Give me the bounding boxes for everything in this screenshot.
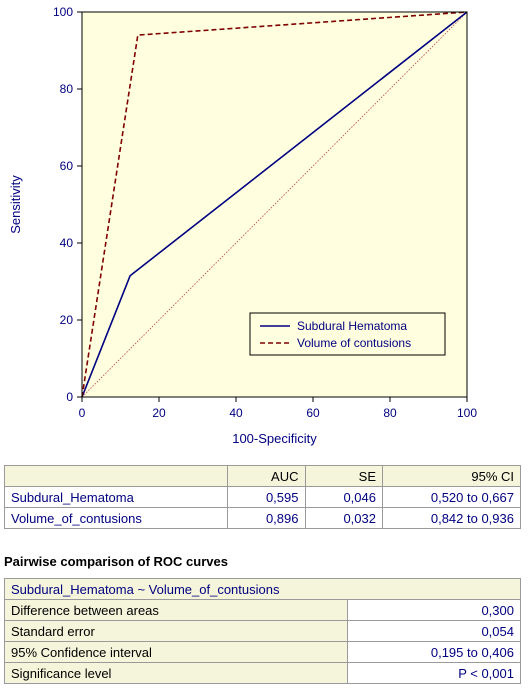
y-tick-label: 20 bbox=[60, 313, 74, 327]
x-tick-label: 60 bbox=[306, 406, 320, 420]
table-row: Significance level P < 0,001 bbox=[4, 662, 521, 684]
row-value: 0,195 to 0,406 bbox=[347, 641, 521, 663]
table-row: Difference between areas 0,300 bbox=[4, 599, 521, 621]
col-header-auc: AUC bbox=[227, 465, 306, 487]
y-tick-label: 80 bbox=[60, 82, 74, 96]
auc-value: 0,896 bbox=[227, 507, 306, 529]
plot-frame bbox=[81, 11, 468, 398]
y-tick-label: 0 bbox=[66, 390, 73, 404]
row-label: Standard error bbox=[4, 620, 348, 642]
row-value: 0,300 bbox=[347, 599, 521, 621]
legend-label-subdural: Subdural Hematoma bbox=[297, 319, 407, 333]
row-label: Difference between areas bbox=[4, 599, 348, 621]
y-axis-title: Sensitivity bbox=[8, 175, 23, 234]
row-value: P < 0,001 bbox=[347, 662, 521, 684]
legend-box bbox=[249, 312, 446, 356]
col-header-ci: 95% CI bbox=[382, 465, 521, 487]
series-line-volume-of-contusions bbox=[81, 11, 468, 398]
roc-chart: 0 20 40 60 80 100 0 20 40 60 80 100 100-Specificity… bbox=[8, 5, 477, 446]
auc-value: 0,595 bbox=[227, 486, 306, 508]
row-value: 0,054 bbox=[347, 620, 521, 642]
table-row: 95% Confidence interval 0,195 to 0,406 bbox=[4, 641, 521, 663]
pairwise-table: Subdural_Hematoma ~ Volume_of_contusions… bbox=[4, 578, 521, 684]
row-label: 95% Confidence interval bbox=[4, 641, 348, 663]
col-header-se: SE bbox=[304, 465, 383, 487]
ci-value: 0,520 to 0,667 bbox=[382, 486, 521, 508]
pairwise-comparison-label: Subdural_Hematoma ~ Volume_of_contusions bbox=[4, 578, 521, 600]
row-label: Subdural_Hematoma bbox=[4, 486, 228, 508]
reference-diagonal-line bbox=[81, 11, 468, 398]
x-axis-title: 100-Specificity bbox=[232, 431, 317, 446]
table-row: Subdural_Hematoma 0,595 0,046 0,520 to 0… bbox=[4, 486, 521, 508]
auc-table: AUC SE 95% CI Subdural_Hematoma 0,595 0,… bbox=[4, 465, 521, 529]
ci-value: 0,842 to 0,936 bbox=[382, 507, 521, 529]
auc-table-header: AUC SE 95% CI bbox=[4, 465, 521, 487]
row-label: Significance level bbox=[4, 662, 348, 684]
table-row: Standard error 0,054 bbox=[4, 620, 521, 642]
legend-label-contusions: Volume of contusions bbox=[297, 336, 411, 350]
series-line-subdural-hematoma bbox=[81, 11, 468, 398]
x-tick-label: 0 bbox=[79, 406, 86, 420]
se-value: 0,032 bbox=[304, 507, 383, 529]
pairwise-title: Pairwise comparison of ROC curves bbox=[4, 554, 228, 569]
pairwise-header-row: Subdural_Hematoma ~ Volume_of_contusions bbox=[4, 578, 521, 600]
x-tick-label: 80 bbox=[383, 406, 397, 420]
y-tick-label: 100 bbox=[53, 5, 73, 19]
x-tick-label: 20 bbox=[152, 406, 166, 420]
auc-table-corner bbox=[4, 465, 228, 487]
x-tick-label: 100 bbox=[457, 406, 477, 420]
x-tick-label: 40 bbox=[229, 406, 243, 420]
legend: Subdural Hematoma Volume of contusions bbox=[249, 312, 446, 356]
row-label: Volume_of_contusions bbox=[4, 507, 228, 529]
y-tick-label: 60 bbox=[60, 159, 74, 173]
se-value: 0,046 bbox=[304, 486, 383, 508]
table-row: Volume_of_contusions 0,896 0,032 0,842 t… bbox=[4, 507, 521, 529]
y-tick-label: 40 bbox=[60, 236, 74, 250]
